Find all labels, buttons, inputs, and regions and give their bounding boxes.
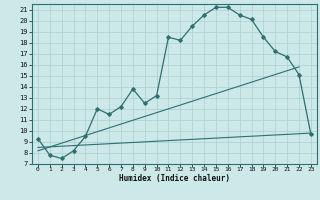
X-axis label: Humidex (Indice chaleur): Humidex (Indice chaleur) <box>119 174 230 183</box>
